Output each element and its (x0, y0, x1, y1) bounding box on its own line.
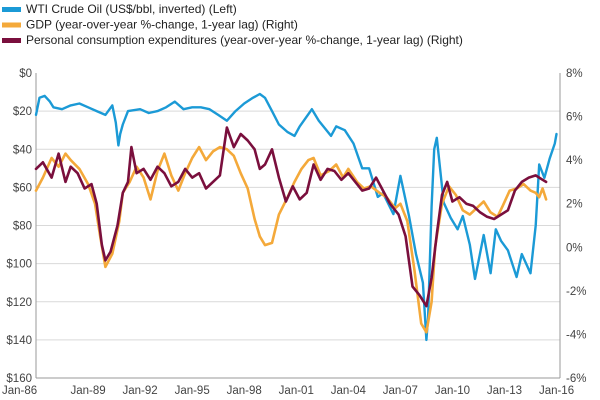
legend-swatch-personal-consumption (2, 38, 21, 43)
x-tick-label: Jan-10 (435, 385, 470, 397)
x-tick-label: Jan-92 (123, 385, 158, 397)
left-tick-label: $20 (13, 106, 32, 118)
legend-swatch-wti-crude-oil (2, 7, 21, 12)
series-line-personal-consumption (34, 126, 548, 308)
legend-label-personal-consumption: Personal consumption expenditures (year-… (26, 33, 463, 47)
series-line-wti-crude-oil (34, 92, 558, 342)
right-tick-label: 8% (566, 68, 583, 80)
right-tick-label: 4% (566, 155, 583, 167)
left-tick-label: $40 (13, 144, 32, 156)
right-tick-label: 0% (566, 242, 583, 254)
left-tick-label: $100 (6, 259, 32, 271)
right-tick-label: -2% (566, 286, 586, 298)
axes (35, 73, 561, 379)
left-tick-label: $60 (13, 182, 32, 194)
series-layer (34, 92, 558, 342)
right-tick-label: -4% (566, 329, 586, 341)
x-tick-label: Jan-98 (227, 385, 262, 397)
x-tick-label: Jan-07 (383, 385, 418, 397)
legend-label-gdp: GDP (year-over-year %-change, 1-year lag… (26, 18, 298, 32)
left-tick-label: $160 (6, 373, 32, 385)
tick-labels: $0 $20 $40 $60 $80 $100 $120 $140 $160 8% 6% 4% 2% 0%… (2, 68, 586, 397)
left-tick-label: $140 (6, 335, 32, 347)
x-tick-label: Jan-86 (2, 385, 37, 397)
x-tick-label: Jan-95 (175, 385, 210, 397)
x-tick-label: Jan-16 (539, 385, 574, 397)
left-tick-label: $80 (13, 221, 32, 233)
right-tick-label: 6% (566, 112, 583, 124)
left-tick-label: $120 (6, 297, 32, 309)
right-tick-label: -6% (566, 373, 586, 385)
x-tick-label: Jan-13 (487, 385, 522, 397)
grid (36, 110, 560, 341)
legend-label-wti-crude-oil: WTI Crude Oil (US$/bbl, inverted) (Left) (26, 2, 237, 16)
legend-swatch-gdp (2, 22, 21, 28)
x-tick-label: Jan-04 (331, 385, 367, 397)
right-tick-label: 2% (566, 199, 583, 211)
legend: WTI Crude Oil (US$/bbl, inverted) (Left)… (2, 2, 463, 47)
left-tick-label: $0 (19, 68, 32, 80)
x-tick-label: Jan-01 (279, 385, 314, 397)
x-tick-label: Jan-89 (70, 385, 105, 397)
